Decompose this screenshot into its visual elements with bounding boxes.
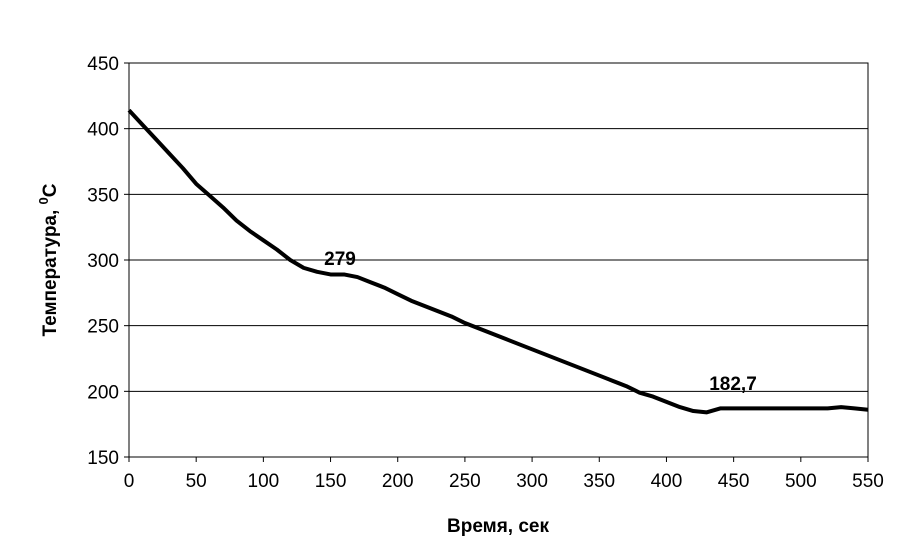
x-tick-label: 150 <box>315 471 347 492</box>
x-tick-label: 550 <box>852 471 884 492</box>
x-tick-label: 50 <box>186 471 207 492</box>
x-tick-label: 250 <box>449 471 481 492</box>
y-tick-label: 350 <box>87 185 119 206</box>
y-axis-label-unit: C <box>40 183 61 197</box>
plot-frame <box>128 62 869 458</box>
x-tick-label: 400 <box>651 471 683 492</box>
y-axis-label-text: Температура, <box>40 204 61 336</box>
y-tick-label: 400 <box>87 120 119 141</box>
x-tick-label: 450 <box>718 471 750 492</box>
y-tick-label: 450 <box>87 54 119 75</box>
x-tick-label: 350 <box>583 471 615 492</box>
y-tick-label: 200 <box>87 382 119 403</box>
y-axis-label-sup: 0 <box>36 197 51 204</box>
y-tick-label: 300 <box>87 251 119 272</box>
data-line <box>127 108 869 415</box>
x-tick-label: 200 <box>382 471 414 492</box>
x-tick-label: 100 <box>248 471 280 492</box>
y-tick-label: 150 <box>87 448 119 469</box>
x-tick-label: 500 <box>785 471 817 492</box>
y-tick-label: 250 <box>87 317 119 338</box>
x-axis-label: Время, сек <box>447 516 549 537</box>
y-axis-label: Температура, 0C <box>36 183 61 336</box>
x-tick-label: 300 <box>516 471 548 492</box>
annotation: 182,7 <box>709 374 757 395</box>
x-tick-label: 0 <box>124 471 135 492</box>
